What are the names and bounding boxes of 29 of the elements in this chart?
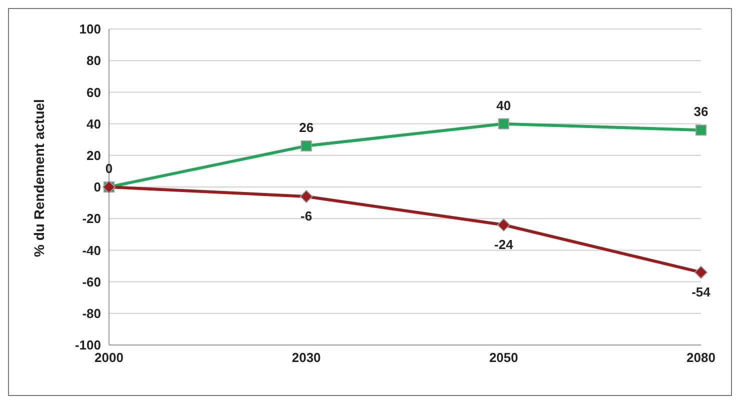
y-tick-label: 80	[86, 53, 101, 68]
point	[498, 118, 510, 130]
x-tick-label: 2080	[686, 350, 716, 366]
x-tick-label: 2030	[292, 350, 321, 366]
y-tick-label: -40	[82, 242, 101, 258]
y-tick-label: -100	[74, 338, 101, 353]
point	[694, 266, 708, 279]
y-tick-label: 0	[94, 180, 101, 195]
x-tick-label: 2000	[94, 350, 124, 366]
data-label: 26	[299, 120, 314, 135]
point	[696, 124, 706, 136]
data-label: 36	[694, 104, 708, 120]
data-label: 40	[496, 98, 511, 113]
data-label: -6	[300, 208, 312, 224]
data-label: -24	[494, 236, 514, 252]
point	[300, 140, 312, 152]
point	[497, 218, 510, 232]
y-tick-label: 40	[86, 116, 101, 132]
y-tick-label: -80	[82, 306, 101, 322]
data-label: -54	[692, 284, 712, 300]
y-tick-label: 20	[86, 148, 101, 164]
y-tick-label: 60	[86, 84, 101, 100]
x-tick-label: 2050	[489, 350, 518, 366]
y-tick-label: -60	[82, 274, 101, 290]
point	[300, 190, 313, 203]
y-tick-label: 100	[79, 22, 101, 37]
data-label: 0	[105, 161, 113, 176]
y-axis-title: % du Rendement actuel	[30, 99, 47, 257]
y-tick-label: -20	[82, 211, 101, 226]
